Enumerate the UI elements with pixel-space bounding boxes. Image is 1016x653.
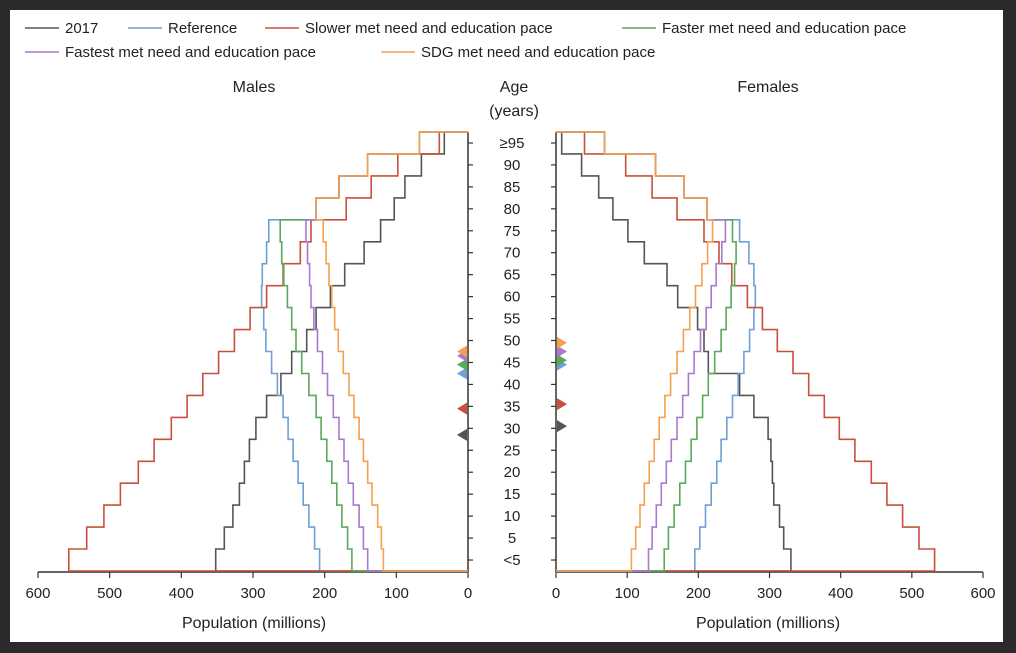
- x-tick-label-females: 100: [615, 585, 640, 602]
- legend: 2017 Reference Slower met need and educati…: [25, 20, 906, 61]
- x-tick-label-males: 500: [97, 585, 122, 602]
- median-marker-2017-males: [457, 428, 467, 441]
- chart-frame: 2017 Reference Slower met need and educati…: [10, 10, 1003, 642]
- series-lines: [68, 131, 936, 572]
- age-tick-label: 10: [504, 508, 521, 525]
- series-sdg-met-need-and-education-pace-males: [315, 131, 468, 572]
- x-tick-label-males: 300: [240, 585, 265, 602]
- age-tick-label: 55: [504, 311, 521, 328]
- median-marker-faster-met-need-and-education-pace-females: [557, 354, 567, 367]
- age-tick-label: 40: [504, 376, 521, 393]
- age-tick-label: 70: [504, 245, 521, 262]
- age-tick-label: 35: [504, 398, 521, 415]
- age-tick-label: 60: [504, 289, 521, 306]
- series-slower-met-need-and-education-pace-females: [556, 131, 936, 572]
- age-tick-label: 65: [504, 267, 521, 284]
- age-axis-unit: (years): [489, 103, 539, 120]
- age-tick-label: 15: [504, 486, 521, 503]
- age-tick-label: 5: [508, 530, 516, 547]
- median-marker-fastest-met-need-and-education-pace-females: [557, 345, 567, 358]
- age-tick-label: 20: [504, 464, 521, 481]
- x-tick-label-females: 500: [899, 585, 924, 602]
- median-age-markers: [457, 336, 567, 441]
- x-tick-label-females: 300: [757, 585, 782, 602]
- age-tick-label: 85: [504, 179, 521, 196]
- age-tick-label: 25: [504, 442, 521, 459]
- legend-label-reference: Reference: [168, 20, 237, 37]
- x-tick-label-males: 100: [384, 585, 409, 602]
- legend-label-faster-met-need-and-education-pace: Faster met need and education pace: [662, 20, 906, 37]
- x-axis-label-females: Population (millions): [696, 615, 840, 632]
- x-tick-label-females: 0: [552, 585, 560, 602]
- legend-label-sdg-met-need-and-education-pace: SDG met need and education pace: [421, 44, 655, 61]
- x-axis-label-males: Population (millions): [182, 615, 326, 632]
- females-panel-title: Females: [737, 79, 798, 96]
- x-tick-label-males: 400: [169, 585, 194, 602]
- males-panel-title: Males: [233, 79, 276, 96]
- age-tick-label: 45: [504, 354, 521, 371]
- age-axis-title: Age: [500, 79, 529, 96]
- median-marker-faster-met-need-and-education-pace-males: [457, 358, 467, 371]
- median-marker-slower-met-need-and-education-pace-females: [557, 398, 567, 411]
- legend-label-fastest-met-need-and-education-pace: Fastest met need and education pace: [65, 44, 316, 61]
- x-tick-label-males: 200: [312, 585, 337, 602]
- age-tick-label: <5: [503, 552, 520, 569]
- median-marker-2017-females: [557, 420, 567, 433]
- median-marker-sdg-met-need-and-education-pace-females: [557, 336, 567, 349]
- axes: 600 500 400 300 200 100 0 0 100 200 300 400 500 600 <5…: [25, 132, 996, 602]
- series-2017-females: [556, 131, 792, 572]
- median-marker-sdg-met-need-and-education-pace-males: [457, 345, 467, 358]
- x-tick-label-males: 600: [25, 585, 50, 602]
- x-tick-label-males: 0: [464, 585, 472, 602]
- x-tick-label-females: 600: [971, 585, 996, 602]
- age-tick-label: 80: [504, 201, 521, 218]
- x-tick-label-females: 200: [686, 585, 711, 602]
- series-slower-met-need-and-education-pace-males: [68, 131, 468, 572]
- age-tick-label: 75: [504, 223, 521, 240]
- median-marker-reference-males: [457, 367, 467, 380]
- age-tick-label: ≥95: [500, 135, 525, 152]
- legend-label-slower-met-need-and-education-pace: Slower met need and education pace: [305, 20, 553, 37]
- legend-label-2017: 2017: [65, 20, 98, 37]
- median-marker-slower-met-need-and-education-pace-males: [457, 402, 467, 415]
- x-tick-label-females: 400: [828, 585, 853, 602]
- age-tick-label: 30: [504, 420, 521, 437]
- age-tick-label: 50: [504, 333, 521, 350]
- population-pyramid-chart: 2017 Reference Slower met need and educati…: [25, 20, 996, 632]
- age-tick-label: 90: [504, 157, 521, 174]
- series-sdg-met-need-and-education-pace-females: [556, 131, 714, 572]
